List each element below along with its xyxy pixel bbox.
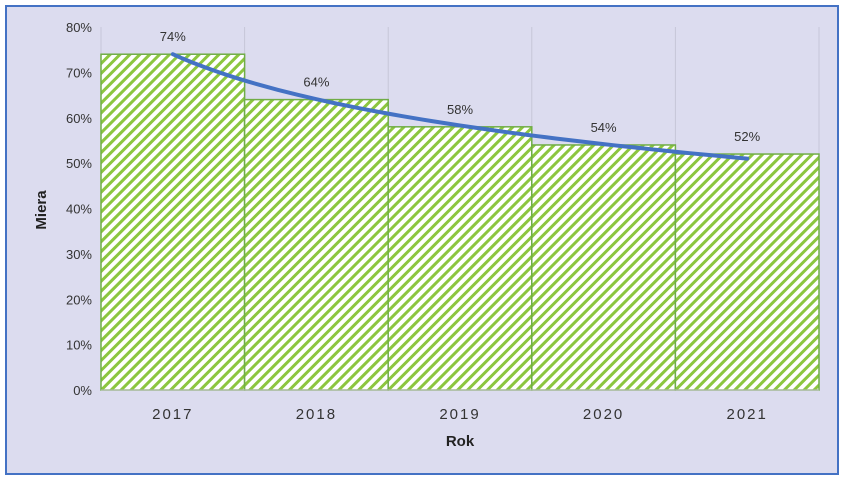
data-label: 74% bbox=[160, 29, 186, 44]
bar-chart: 0% 10% 20% 30% 40% 50% 60% 70% 80% 2017 2018 2019 20… bbox=[33, 20, 820, 450]
x-tick-label: 2021 bbox=[727, 406, 768, 423]
axis-layer: 0% 10% 20% 30% 40% 50% 60% 70% 80% 2017 2018 2019 20… bbox=[66, 20, 819, 423]
x-tick-label: 2018 bbox=[296, 406, 337, 423]
data-label: 64% bbox=[303, 75, 329, 90]
data-label: 52% bbox=[734, 129, 760, 144]
y-tick-label: 0% bbox=[73, 383, 92, 398]
data-label: 58% bbox=[447, 102, 473, 117]
x-tick-label: 2019 bbox=[439, 406, 480, 423]
bar-2017 bbox=[100, 53, 246, 391]
bar-2021 bbox=[674, 153, 820, 391]
y-tick-label: 10% bbox=[66, 338, 92, 353]
x-tick-label: 2020 bbox=[583, 406, 624, 423]
y-tick-label: 20% bbox=[66, 292, 92, 307]
x-tick-label: 2017 bbox=[152, 406, 193, 423]
x-axis-title: Rok bbox=[446, 433, 475, 450]
bar-2018 bbox=[243, 98, 389, 391]
bar-2019 bbox=[387, 126, 533, 391]
data-label: 54% bbox=[591, 120, 617, 135]
bar-2020 bbox=[531, 144, 677, 391]
chart-frame: 0% 10% 20% 30% 40% 50% 60% 70% 80% 2017 2018 2019 20… bbox=[5, 5, 839, 475]
y-tick-label: 80% bbox=[66, 20, 92, 35]
y-tick-label: 40% bbox=[66, 202, 92, 217]
trendline-layer bbox=[170, 52, 750, 161]
y-tick-label: 70% bbox=[66, 65, 92, 80]
y-tick-label: 30% bbox=[66, 247, 92, 262]
y-axis-title: Miera bbox=[33, 190, 50, 230]
trendline bbox=[170, 52, 750, 161]
y-tick-label: 60% bbox=[66, 111, 92, 126]
y-tick-label: 50% bbox=[66, 156, 92, 171]
data-labels-layer: 74% 64% 58% 54% 52% bbox=[160, 29, 761, 144]
